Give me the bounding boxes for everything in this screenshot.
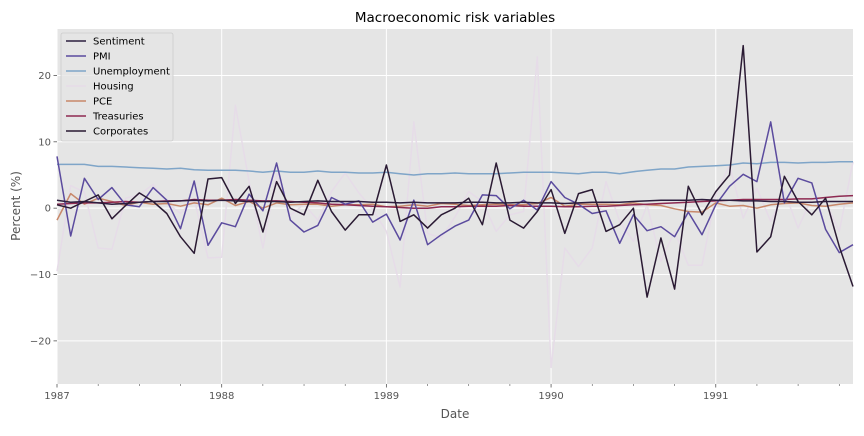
legend-label-pce: PCE (93, 97, 112, 108)
series-line-pce (56, 192, 854, 221)
series-line-sentiment (56, 198, 853, 205)
x-tick-label: 1990 (538, 391, 563, 402)
axis-ticks: −20 −10 0 10 20 1987 1988 1989 1990 1991 (30, 71, 840, 402)
series-line-corporates (56, 44, 854, 298)
legend: Sentiment PMI Unemployment Housing PCE Treasu… (60, 32, 174, 142)
series-line-unemployment (57, 160, 853, 176)
legend-label-corporates: Corporates (93, 127, 148, 138)
series-lines (56, 44, 854, 369)
x-axis-label: Date (441, 407, 470, 421)
y-tick-label: 20 (38, 71, 51, 82)
y-tick-label: 0 (45, 204, 51, 215)
chart-title: Macroeconomic risk variables (355, 10, 555, 26)
legend-label-unemployment: Unemployment (93, 67, 170, 78)
y-axis-label: Percent (%) (9, 171, 23, 241)
legend-label-pmi: PMI (93, 52, 111, 63)
x-tick-label: 1988 (209, 391, 234, 402)
y-tick-label: −20 (30, 336, 51, 347)
legend-label-treasuries: Treasuries (92, 112, 144, 123)
y-tick-label: −10 (30, 270, 51, 281)
y-tick-label: 10 (38, 137, 51, 148)
legend-label-housing: Housing (93, 82, 134, 93)
x-tick-label: 1987 (44, 391, 69, 402)
legend-frame (60, 32, 174, 142)
x-tick-label: 1989 (374, 391, 399, 402)
x-tick-label: 1991 (703, 391, 728, 402)
legend-label-sentiment: Sentiment (93, 37, 145, 48)
series-line-pmi (56, 121, 854, 254)
